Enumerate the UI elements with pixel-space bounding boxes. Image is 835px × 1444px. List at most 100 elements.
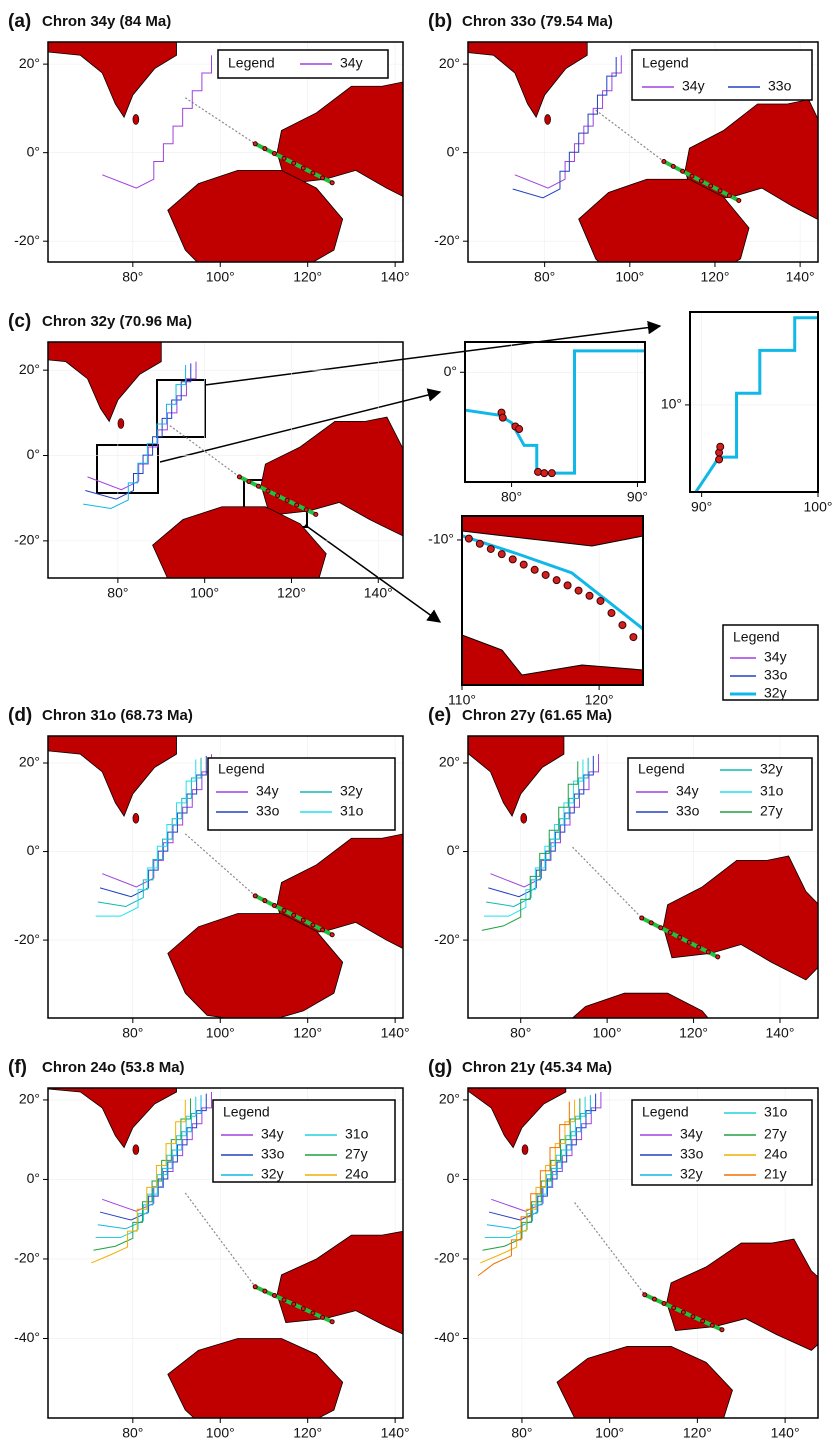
pick [262,1288,268,1294]
x-tick-label: 100° [593,1025,622,1041]
antarctica [167,169,344,262]
isochron [83,365,187,509]
panel-label: (c) [8,311,31,332]
india [468,42,588,119]
legend-title: Legend [223,1104,270,1120]
legend-box [631,1099,813,1186]
pick [271,151,277,157]
sri-lanka [132,813,140,824]
x-tick-label: 80° [122,269,143,285]
pick [255,483,261,489]
y-tick-label: 20° [439,1091,460,1107]
pick [648,920,654,926]
map-frame [467,1087,819,1419]
y-tick-label: -40° [14,1329,40,1345]
legend-label: 32y [261,1166,284,1182]
isochron [102,55,213,189]
map-frame [467,41,819,263]
sri-lanka [132,1144,140,1155]
y-tick-label: 0° [447,842,460,858]
map-area [690,312,818,492]
y-tick-label: 20° [19,754,40,770]
antarctica [571,992,709,1018]
pick [667,930,673,936]
coast [462,634,643,685]
legend-title: Legend [638,761,685,777]
legend-label: 34y [340,55,363,71]
legend-label: 31o [764,1104,788,1120]
y-tick-label: 0° [447,1170,460,1186]
x-tick-label: 120° [293,269,322,285]
pick [519,560,528,569]
fracture-trace [572,846,643,919]
pick [320,1314,326,1320]
pick [281,155,287,161]
pick [329,1319,335,1325]
isochron [481,761,579,931]
legend-label: 21y [764,1166,787,1182]
x-tick-label: 100° [206,269,235,285]
pick [689,173,695,179]
india [468,1088,567,1149]
pick [585,591,594,600]
legend-box [212,1099,396,1183]
map-frame [689,311,819,493]
legend-label: 34y [676,783,699,799]
pick [698,178,704,184]
x-tick-label: 120° [585,692,614,708]
x-tick-label: 90° [691,499,712,515]
pick [642,1292,648,1298]
pick [475,539,484,548]
panel-label: (e) [428,705,451,726]
pick [300,1306,306,1312]
pick [670,163,676,169]
pick [677,934,683,940]
pick [281,907,287,913]
map-area [468,736,818,1018]
panel-label: (d) [8,705,32,726]
antarctica [152,506,327,578]
pick [262,898,268,904]
sri-lanka [520,813,528,824]
pick [303,507,309,513]
pick [574,586,583,595]
legend-box [722,624,819,701]
coast [462,516,643,547]
y-tick-label: -20° [434,931,460,947]
x-tick-label: 140° [771,1425,800,1441]
pick [607,609,616,618]
pick [236,474,242,480]
panel-title: Chron 31o (68.73 Ma) [42,707,193,724]
panel-label: (b) [428,11,452,32]
pick [639,915,645,921]
pick [726,193,732,199]
pick [661,1300,667,1306]
pick [271,1293,277,1299]
sri-lanka [132,114,140,125]
legend-label: 31o [760,783,784,799]
pick [329,180,335,186]
y-tick-label: -20° [434,1250,460,1266]
pick [291,160,297,166]
pick [708,183,714,189]
legend-title: Legend [642,1104,689,1120]
y-tick-label: -20° [434,232,460,248]
x-tick-label: 100° [206,1025,235,1041]
pick [252,893,258,899]
pick [705,949,711,955]
india [48,42,177,119]
map-area [462,516,643,685]
x-tick-label: 80° [122,1425,143,1441]
pick [686,939,692,945]
x-tick-label: 120° [277,585,306,601]
y-tick-label: -20° [14,232,40,248]
pick [552,576,561,585]
x-tick-label: 120° [293,1025,322,1041]
legend-label: 33o [680,1146,704,1162]
pick [690,1314,696,1320]
legend-label: 34y [680,1126,703,1142]
pick [717,188,723,194]
pick [313,511,319,517]
y-tick-label: 0° [27,1170,40,1186]
map-area [48,1088,403,1418]
